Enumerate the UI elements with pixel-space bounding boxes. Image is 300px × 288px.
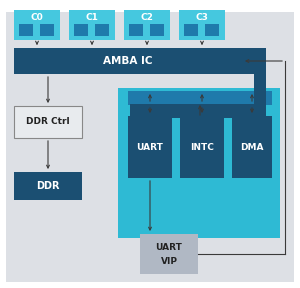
Bar [179, 10, 225, 40]
Bar [242, 48, 266, 74]
Bar [130, 104, 266, 118]
Bar [140, 234, 198, 274]
Text: UART: UART [156, 242, 182, 251]
Text: DDR Ctrl: DDR Ctrl [26, 118, 70, 126]
Bar [180, 116, 224, 178]
Bar [124, 10, 170, 40]
Bar [232, 116, 272, 178]
Text: C0: C0 [31, 14, 44, 22]
Text: C2: C2 [141, 14, 153, 22]
Bar [69, 10, 115, 40]
Bar [118, 88, 280, 238]
Text: INTC: INTC [190, 143, 214, 151]
Text: AMBA IC: AMBA IC [103, 56, 153, 66]
Bar [14, 106, 82, 138]
Text: UART: UART [136, 143, 164, 151]
Bar [14, 48, 242, 74]
Text: DDR: DDR [36, 181, 60, 191]
Bar [19, 24, 33, 36]
Bar [184, 24, 198, 36]
Bar [128, 91, 272, 105]
Bar [254, 74, 266, 118]
Bar [128, 116, 172, 178]
Bar [129, 24, 143, 36]
Bar [14, 10, 60, 40]
Text: C3: C3 [196, 14, 208, 22]
Bar [95, 24, 109, 36]
Bar [40, 24, 54, 36]
Bar [14, 172, 82, 200]
Bar [205, 24, 219, 36]
Bar [74, 24, 88, 36]
Text: DMA: DMA [240, 143, 264, 151]
Bar [150, 24, 164, 36]
Text: VIP: VIP [160, 257, 178, 266]
Text: C1: C1 [85, 14, 98, 22]
